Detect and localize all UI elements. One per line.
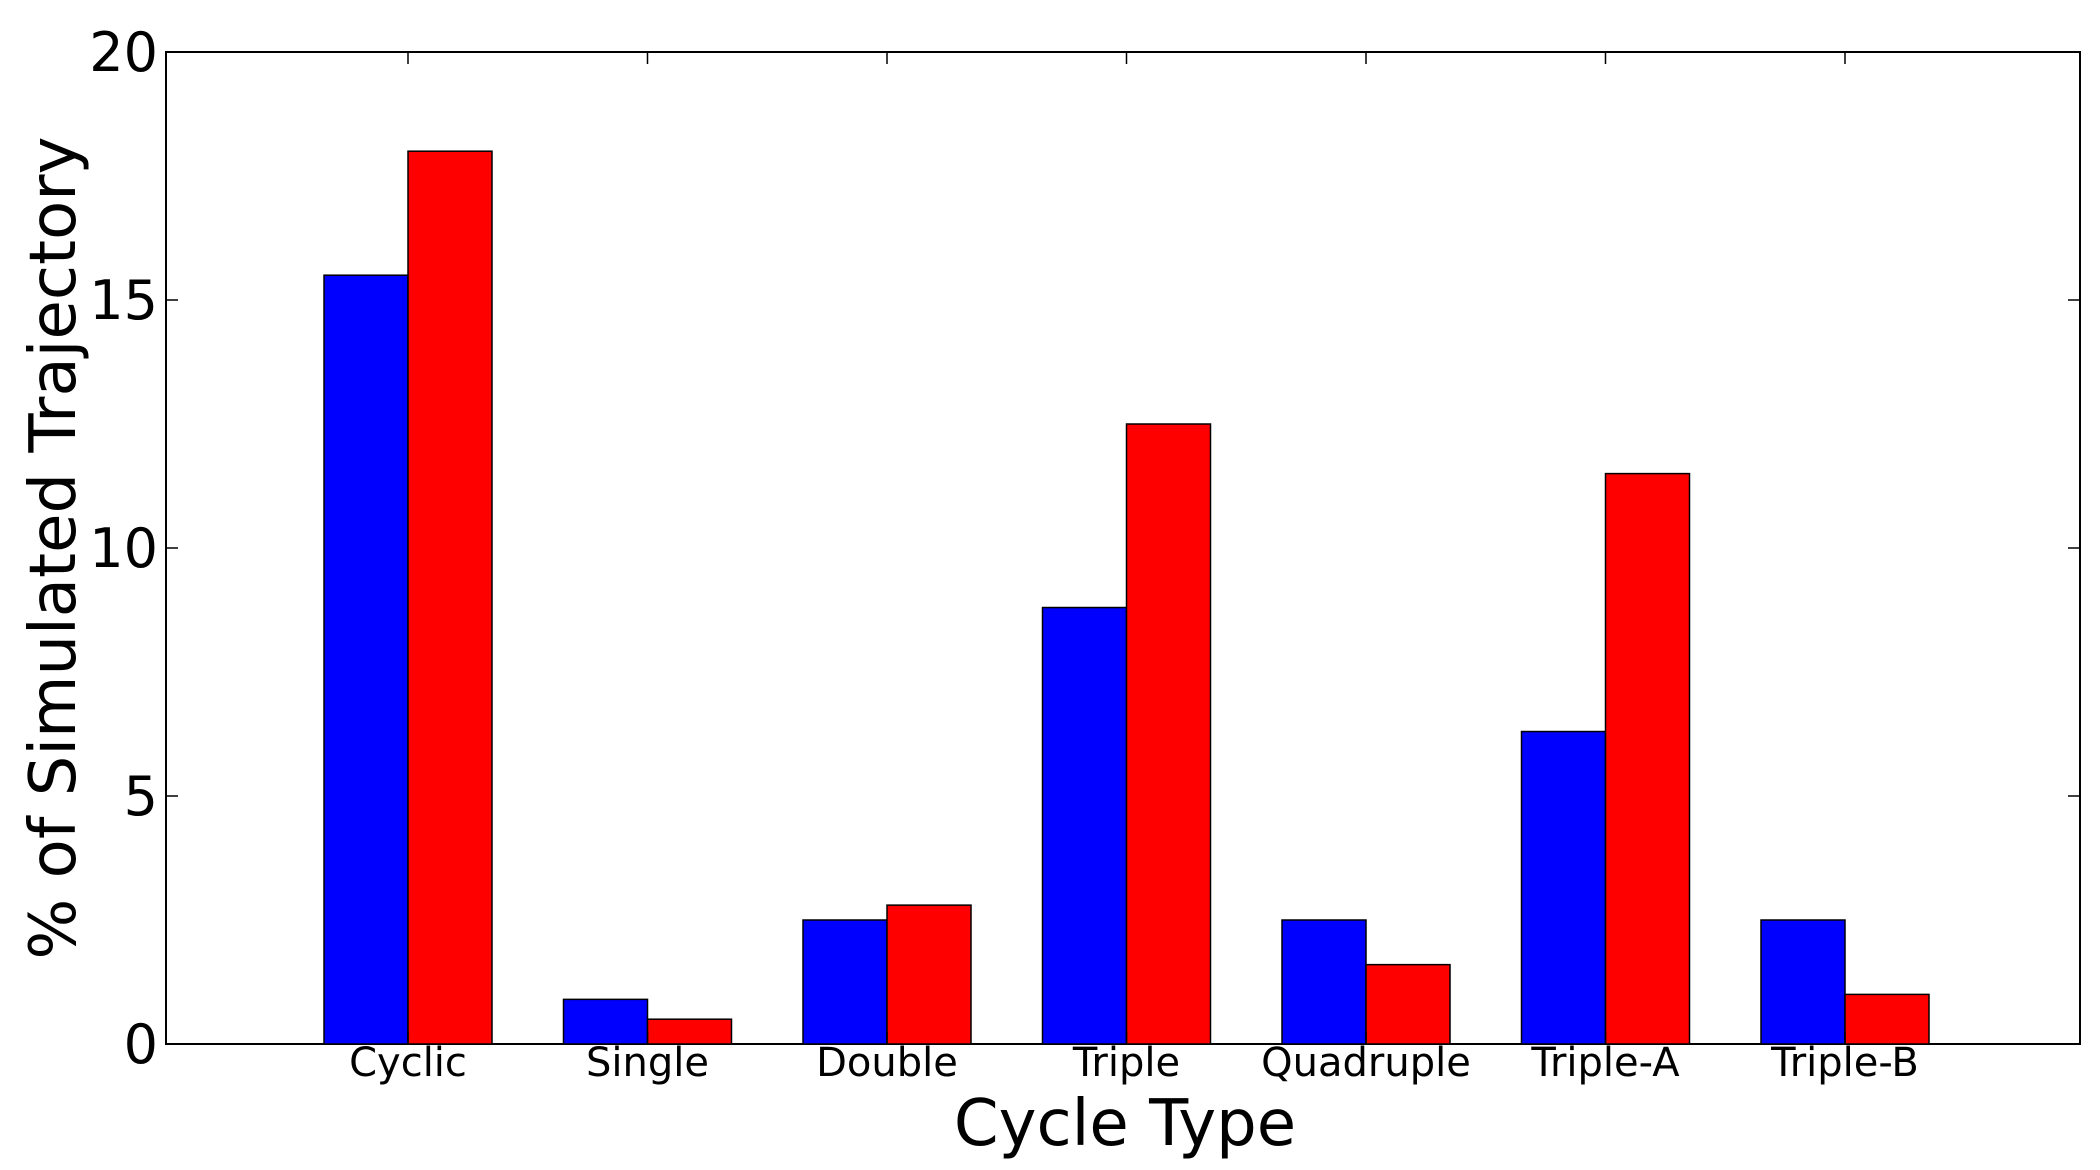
x-tick-label: Double — [816, 1040, 958, 1086]
y-tick-label: 0 — [124, 1013, 158, 1076]
x-tick-label: Single — [586, 1040, 709, 1086]
bar-cyclic-series-2 — [407, 150, 493, 1045]
bar-single-series-2 — [646, 1018, 733, 1045]
x-tick-label: Quadruple — [1261, 1040, 1471, 1086]
bar-triple-a-series-1 — [1520, 730, 1607, 1045]
y-axis-title: % of Simulated Trajectory — [17, 137, 91, 960]
bars-layer — [323, 150, 1930, 1045]
x-tick-label: Triple-B — [1770, 1040, 1919, 1086]
bar-triple-b-series-2 — [1844, 993, 1930, 1045]
x-tick-label: Triple-A — [1530, 1040, 1680, 1086]
bar-quadruple-series-1 — [1281, 919, 1367, 1045]
bar-cyclic-series-1 — [323, 274, 409, 1045]
ticks-layer — [166, 51, 2080, 1045]
x-axis-title: Cycle Type — [954, 1087, 1296, 1161]
y-tick-label: 10 — [89, 517, 158, 580]
bar-triple-series-2 — [1125, 423, 1212, 1045]
y-tick-label: 15 — [89, 269, 158, 332]
x-tick-label: Triple — [1072, 1040, 1180, 1086]
y-tick-label: 5 — [124, 765, 158, 828]
x-tick-label: Cyclic — [349, 1040, 467, 1086]
bar-double-series-1 — [802, 919, 888, 1045]
y-tick-label: 20 — [89, 21, 158, 84]
bar-single-series-1 — [562, 998, 649, 1045]
bar-quadruple-series-2 — [1365, 963, 1451, 1045]
labels-layer: Cyclic Single Double Triple Quadruple Triple-… — [89, 21, 1919, 1086]
bar-triple-series-1 — [1041, 606, 1128, 1045]
bar-triple-a-series-2 — [1604, 472, 1691, 1045]
bar-triple-b-series-1 — [1760, 919, 1846, 1045]
bar-double-series-2 — [886, 904, 972, 1045]
